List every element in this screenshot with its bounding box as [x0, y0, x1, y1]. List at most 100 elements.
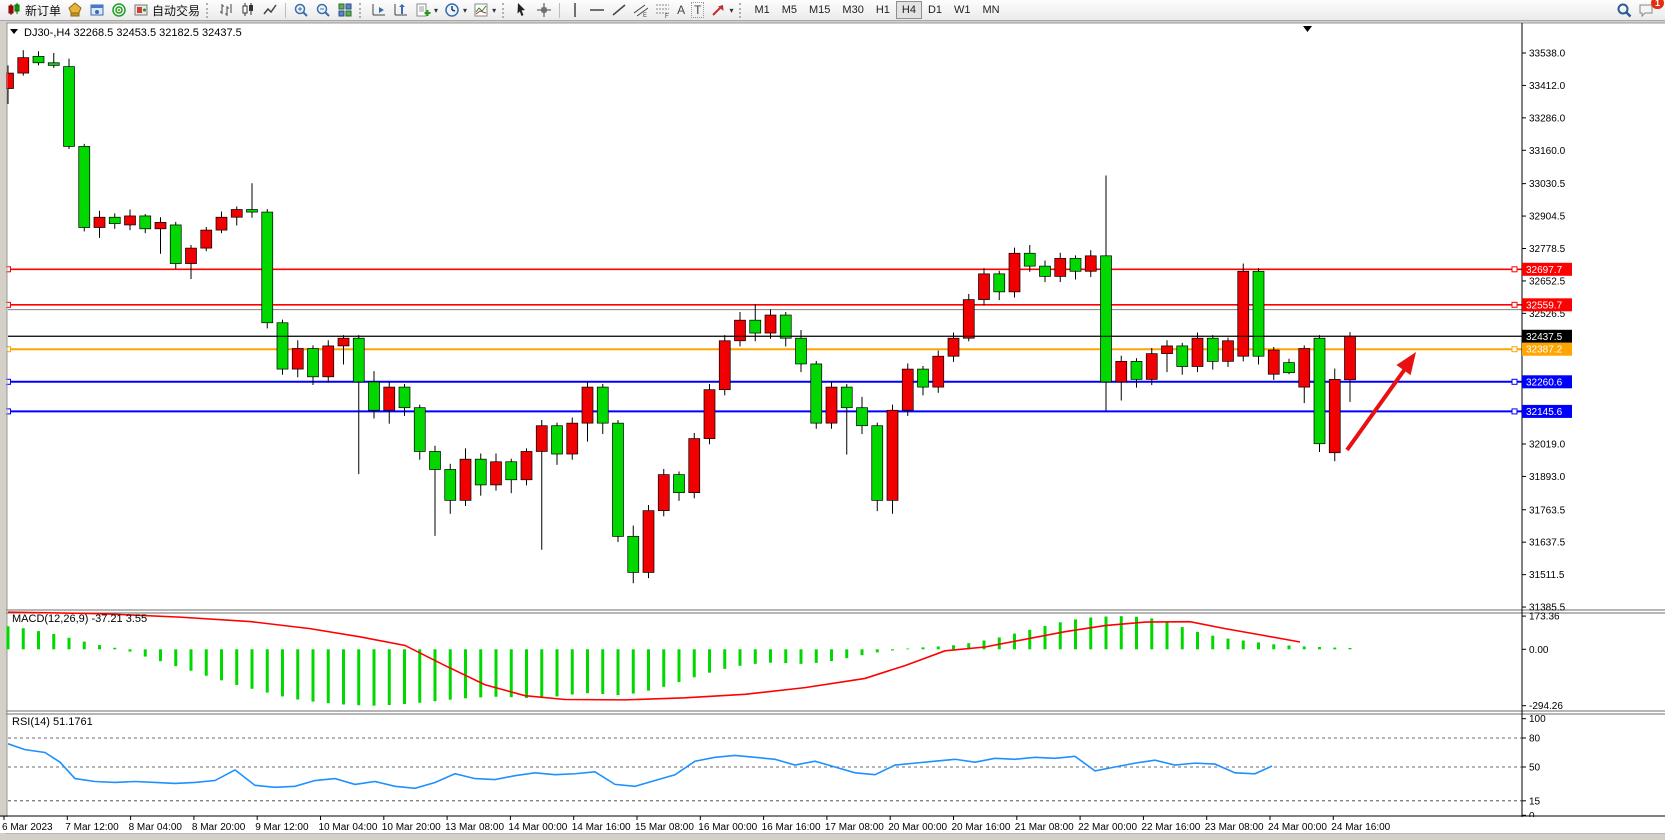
candle-body: [139, 215, 152, 230]
vline-tool-button[interactable]: [564, 1, 586, 20]
line-handle-left[interactable]: [5, 266, 11, 273]
horizontal-line-icon: [589, 2, 605, 18]
candle-body: [108, 216, 121, 225]
chart-shift-marker-icon[interactable]: [1303, 26, 1312, 32]
periods-button[interactable]: ▾: [441, 1, 470, 20]
time-label: 23 Mar 08:00: [1205, 822, 1264, 833]
autotrade-button[interactable]: 自动交易: [130, 1, 203, 20]
line-handle-right[interactable]: [1511, 408, 1518, 415]
timeframe-m1[interactable]: M1: [754, 4, 770, 16]
horizontal-lines-layer[interactable]: [5, 266, 1523, 415]
chart-shift-button[interactable]: [390, 1, 412, 20]
candle-body: [962, 299, 975, 339]
zoom-out-button[interactable]: [312, 1, 334, 20]
timeframe-d1[interactable]: D1: [927, 4, 943, 16]
time-label: 24 Mar 00:00: [1268, 822, 1327, 833]
timeframe-mn[interactable]: MN: [982, 4, 1000, 16]
candle-body: [124, 215, 136, 226]
crosshair-tool-button[interactable]: [533, 1, 555, 20]
timeframe-h4[interactable]: H4: [895, 1, 922, 19]
line-handle-right[interactable]: [1511, 378, 1518, 385]
chart-plot-background: [7, 23, 1522, 834]
candle-body: [673, 474, 685, 493]
candle-body: [1115, 361, 1128, 383]
timeframe-m30[interactable]: M30: [842, 4, 864, 16]
zoom-out-icon: [315, 2, 331, 18]
bar-chart-button[interactable]: [215, 1, 237, 20]
timeframe-h1[interactable]: H1: [875, 4, 890, 16]
templates-button[interactable]: ▾: [470, 1, 499, 20]
candle-body: [749, 319, 762, 334]
line-handle-left[interactable]: [5, 408, 11, 415]
time-label: 6 Mar 2023: [2, 822, 53, 833]
price-badge-label: 32437.5: [1526, 332, 1563, 343]
candle-body: [535, 425, 548, 452]
new-order-icon: [6, 2, 22, 18]
time-label: 7 Mar 12:00: [65, 822, 119, 833]
candle-body: [1313, 337, 1326, 445]
candle-body: [1222, 340, 1234, 362]
auto-scroll-button[interactable]: [368, 1, 390, 20]
chart-canvas[interactable]: 33538.0 33412.0 33286.0 33160.0 33030.5 32904…: [0, 21, 1665, 840]
channel-tool-button[interactable]: E: [630, 1, 652, 20]
indicators-button[interactable]: ▾: [412, 1, 441, 20]
collapse-triangle-icon[interactable]: [10, 29, 18, 34]
candle-chart-button[interactable]: [237, 1, 259, 20]
candle-body: [1328, 379, 1341, 454]
time-label: 20 Mar 16:00: [952, 822, 1011, 833]
cursor-tool-button[interactable]: [511, 1, 533, 20]
market-watch-button[interactable]: [86, 1, 108, 20]
candle-body: [200, 229, 213, 249]
arrow-shaft[interactable]: [1345, 367, 1407, 452]
line-handle-left[interactable]: [5, 301, 11, 308]
candle-body: [581, 386, 594, 424]
candle-body: [1130, 361, 1143, 380]
macd-scale-label: 173.36: [1529, 612, 1560, 623]
candle-body: [856, 407, 868, 427]
time-label: 14 Mar 00:00: [508, 822, 567, 833]
candle-body: [93, 216, 106, 228]
separator: [559, 2, 561, 18]
candle-body: [1161, 345, 1173, 354]
line-handle-right[interactable]: [1511, 346, 1518, 353]
candle-body: [474, 458, 487, 486]
new-order-button[interactable]: 新订单: [3, 1, 64, 20]
time-label: 13 Mar 08:00: [445, 822, 504, 833]
price-badge: [1522, 329, 1572, 343]
chat-button[interactable]: 1: [1635, 0, 1664, 20]
zoom-in-icon: [293, 2, 309, 18]
candle-body: [917, 368, 929, 388]
fibonacci-icon: F: [655, 2, 671, 18]
line-handle-right[interactable]: [1511, 301, 1518, 308]
zoom-in-button[interactable]: [290, 1, 312, 20]
trendline-tool-button[interactable]: [608, 1, 630, 20]
time-axis[interactable]: 6 Mar 2023 7 Mar 12:00 8 Mar 04:00 8 Mar 20…: [0, 815, 1665, 833]
line-handle-right[interactable]: [1511, 266, 1518, 273]
text-tool-button[interactable]: A: [674, 1, 688, 20]
candle-body: [291, 348, 304, 370]
rsi-scale-label: 15: [1529, 796, 1541, 807]
tile-windows-button[interactable]: [334, 1, 356, 20]
crosshair-icon: [536, 2, 552, 18]
line-handle-left[interactable]: [5, 378, 11, 385]
candle-body: [871, 425, 884, 501]
timeframe-m5[interactable]: M5: [781, 4, 798, 16]
hline-tool-button[interactable]: [586, 1, 608, 20]
news-button[interactable]: [108, 1, 130, 20]
price-tick-label: 32652.5: [1529, 276, 1566, 287]
arrow-annotation[interactable]: [1345, 352, 1416, 452]
template-icon: [473, 2, 489, 18]
fibonacci-tool-button[interactable]: F: [652, 1, 674, 20]
timeframe-w1[interactable]: W1: [954, 4, 971, 16]
timeframe-m15[interactable]: M15: [809, 4, 831, 16]
arrow-head[interactable]: [1396, 352, 1416, 376]
candle-chart-icon: [240, 2, 256, 18]
time-label: 8 Mar 20:00: [192, 822, 246, 833]
profile-button[interactable]: [64, 1, 86, 20]
search-button[interactable]: [1613, 1, 1635, 20]
line-chart-button[interactable]: [259, 1, 281, 20]
text-label-tool-button[interactable]: T: [688, 1, 707, 20]
line-handle-left[interactable]: [5, 346, 11, 353]
arrows-tool-button[interactable]: ▾: [707, 1, 736, 20]
price-tick-label: 31763.5: [1529, 505, 1566, 516]
